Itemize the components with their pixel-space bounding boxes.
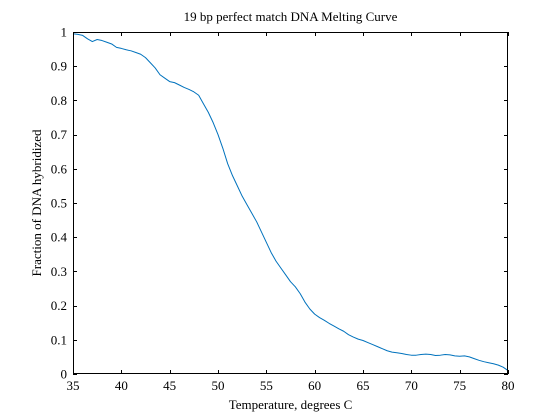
x-tick-label: 50 bbox=[212, 378, 225, 393]
x-tick-label: 75 bbox=[453, 378, 466, 393]
x-tick-label: 80 bbox=[502, 378, 515, 393]
y-tick-label: 0.7 bbox=[51, 127, 68, 142]
chart-title: 19 bp perfect match DNA Melting Curve bbox=[184, 9, 398, 24]
y-axis-label: Fraction of DNA hybridized bbox=[29, 129, 44, 276]
y-tick-label: 1 bbox=[61, 25, 68, 40]
x-axis-label: Temperature, degrees C bbox=[229, 397, 353, 412]
y-tick-label: 0.5 bbox=[51, 196, 67, 211]
x-tick-label: 65 bbox=[357, 378, 370, 393]
y-tick-label: 0.2 bbox=[51, 298, 67, 313]
ticks-layer: 35 40 45 50 55 60 65 70 75 80 0 0.1 0.2 0.3 0.4 0.5 0.6 0… bbox=[51, 25, 515, 394]
series-line bbox=[72, 33, 509, 371]
y-tick-label: 0.3 bbox=[51, 264, 67, 279]
y-tick-label: 0.6 bbox=[51, 161, 68, 176]
x-tick-label: 40 bbox=[115, 378, 128, 393]
x-tick-label: 45 bbox=[163, 378, 176, 393]
x-tick-label: 70 bbox=[405, 378, 418, 393]
y-tick-label: 0.8 bbox=[51, 93, 67, 108]
x-tick-label: 55 bbox=[260, 378, 273, 393]
x-tick-label: 35 bbox=[67, 378, 80, 393]
y-tick-label: 0.1 bbox=[51, 332, 67, 347]
series-layer bbox=[72, 33, 509, 371]
plot-area bbox=[73, 32, 508, 374]
y-tick-label: 0.9 bbox=[51, 59, 67, 74]
y-tick-label: 0.4 bbox=[51, 230, 68, 245]
x-tick-label: 60 bbox=[308, 378, 321, 393]
y-tick-label: 0 bbox=[61, 367, 68, 382]
